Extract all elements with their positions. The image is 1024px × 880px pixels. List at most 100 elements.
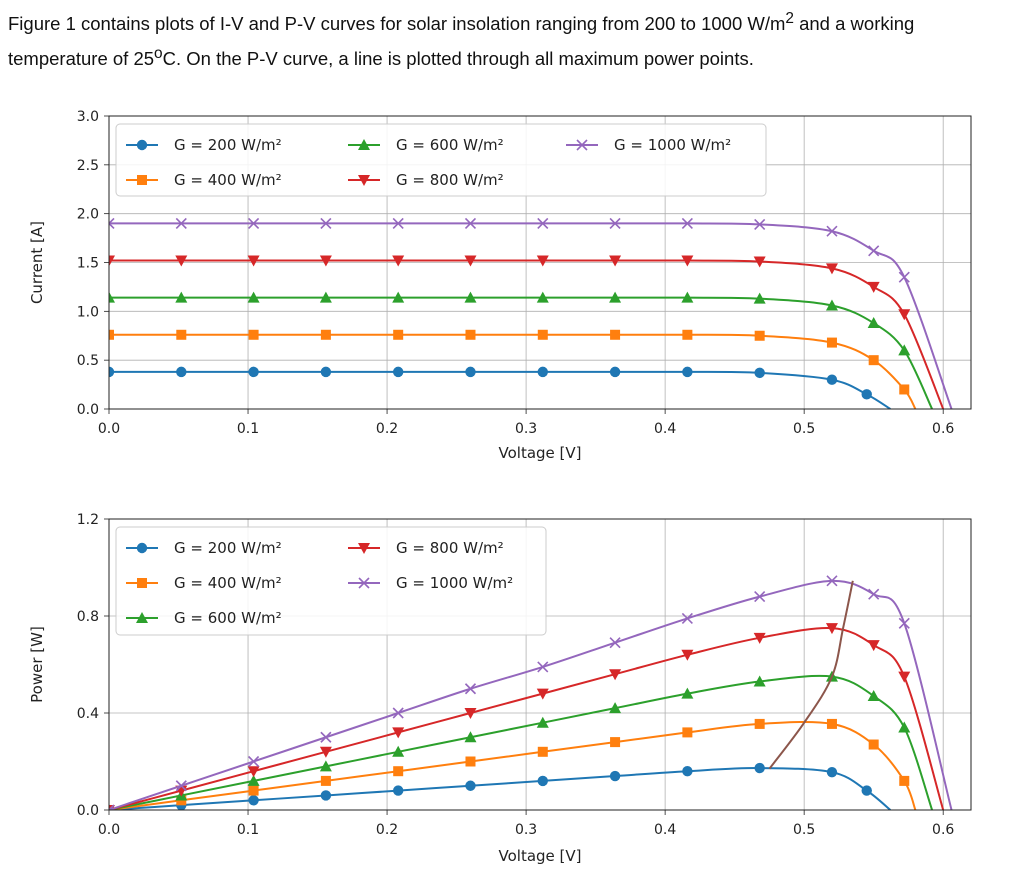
y-tick-label: 2.5 <box>77 158 99 174</box>
data-point-G200 <box>392 785 404 796</box>
x-tick-label: 0.1 <box>237 822 259 838</box>
data-point-G800 <box>175 255 188 267</box>
marker-x-stroke <box>754 218 766 230</box>
data-point-G800 <box>319 746 332 758</box>
marker-x-stroke <box>392 707 404 719</box>
data-point-G1000 <box>175 780 187 792</box>
x-tick-label: 0.0 <box>98 822 120 838</box>
marker-x-stroke <box>248 217 260 229</box>
data-point-G400 <box>610 329 621 340</box>
x-tick-label: 0.4 <box>654 822 676 838</box>
data-point-G400 <box>868 739 879 750</box>
x-tick-label: 0.2 <box>376 421 398 437</box>
legend-marker <box>137 175 147 185</box>
data-point-G600 <box>247 774 260 786</box>
marker-x-stroke <box>537 217 549 229</box>
data-point-G400 <box>826 337 837 348</box>
data-point-G800 <box>247 255 260 267</box>
legend-entry-G600: G = 600 W/m² <box>348 136 504 154</box>
data-point-G1000 <box>609 637 621 649</box>
data-point-G1000 <box>754 218 766 230</box>
data-point-G800 <box>464 255 477 267</box>
data-point-G600 <box>681 687 694 699</box>
legend-entry-G1000: G = 1000 W/m² <box>566 136 731 154</box>
marker-x-stroke <box>609 217 621 229</box>
data-point-G400 <box>109 329 114 340</box>
data-point-G400 <box>610 737 621 748</box>
marker-x-stroke <box>681 612 693 624</box>
data-point-G200 <box>754 367 765 379</box>
marker-x-stroke <box>109 804 115 810</box>
data-point-G1000 <box>898 271 910 283</box>
y-tick-label: 1.5 <box>77 256 99 272</box>
data-point-G800 <box>392 727 405 739</box>
data-point-G600 <box>392 291 405 303</box>
legend-label: G = 600 W/m² <box>396 136 504 154</box>
data-point-G200 <box>609 770 621 782</box>
plot-frame <box>108 518 972 811</box>
legend-entry-G400: G = 400 W/m² <box>126 574 282 592</box>
marker-x-stroke <box>175 217 187 229</box>
y-tick-label: 0.0 <box>77 803 99 819</box>
plot-area <box>109 217 953 409</box>
intro-part-2: and a working temperature of 25 <box>8 13 915 70</box>
data-point-G600 <box>536 716 549 728</box>
data-point-G600 <box>392 745 405 757</box>
marker-x-stroke <box>898 617 910 629</box>
data-point-G400 <box>465 756 476 767</box>
data-point-G600 <box>247 291 260 303</box>
chart-pv: 0.0 0.1 0.2 0.3 0.4 0.5 0.6 0.0 0.4 0.8 1.2 Voltage… <box>28 512 972 865</box>
data-point-G200 <box>537 366 548 378</box>
legend: G = 200 W/m² G = 400 W/m² G = 600 W/m² G = … <box>115 526 547 636</box>
data-point-G400 <box>868 355 879 366</box>
marker-x-stroke <box>898 271 910 283</box>
y-tick-label: 0.4 <box>77 706 99 722</box>
intro-part-1: Figure 1 contains plots of I-V and P-V c… <box>8 13 786 35</box>
data-point-G200 <box>861 785 872 796</box>
data-point-G400 <box>682 727 693 738</box>
data-point-G200 <box>609 366 621 378</box>
marker-x-stroke <box>826 575 838 587</box>
x-tick-label: 0.5 <box>793 421 815 437</box>
legend-label: G = 800 W/m² <box>396 539 504 557</box>
data-point-G800 <box>536 688 549 700</box>
y-tick-label: 3.0 <box>77 109 99 125</box>
data-point-G600 <box>175 291 188 303</box>
marker-x-stroke <box>609 637 621 649</box>
data-point-G800 <box>825 263 838 275</box>
data-point-G800 <box>392 255 405 267</box>
marker-x-stroke <box>109 222 115 229</box>
legend-box <box>115 123 767 197</box>
marker-x-stroke <box>175 780 187 792</box>
x-tick-label: 0.2 <box>376 822 398 838</box>
data-point-G1000 <box>826 225 838 237</box>
legend-entry-G800: G = 800 W/m² <box>348 171 504 189</box>
data-point-G1000 <box>609 217 621 229</box>
intro-text: Figure 1 contains plots of I-V and P-V c… <box>8 4 1013 74</box>
data-point-G200 <box>861 389 872 400</box>
legend: G = 200 W/m² G = 400 W/m² G = 600 W/m² G = … <box>115 123 767 197</box>
data-point-G800 <box>536 255 549 267</box>
data-point-G400 <box>754 330 765 341</box>
legend-label: G = 800 W/m² <box>396 171 504 189</box>
legend-label: G = 1000 W/m² <box>396 574 513 592</box>
intro-part-3: C. On the P-V curve, a line is plotted t… <box>162 48 754 70</box>
x-axis-label: Voltage [V] <box>499 444 582 462</box>
data-point-G800 <box>681 255 694 267</box>
data-point-G400 <box>320 329 331 340</box>
marker-x-stroke <box>754 591 766 603</box>
legend-entry-G600: G = 600 W/m² <box>126 609 282 627</box>
legend-marker <box>576 139 588 151</box>
data-point-G1000 <box>320 217 332 229</box>
y-tick-label: 0.0 <box>77 402 99 418</box>
data-point-G200 <box>176 366 187 378</box>
data-point-G200 <box>465 780 476 791</box>
data-point-G600 <box>464 291 477 303</box>
data-point-G800 <box>464 708 477 719</box>
mpp-line <box>768 580 854 770</box>
data-point-G400 <box>899 775 910 786</box>
chart-iv: 0.0 0.1 0.2 0.3 0.4 0.5 0.6 0.0 0.5 1.0 1.5 2.0 2.5 3… <box>28 109 972 462</box>
marker-x-stroke <box>320 731 332 743</box>
x-tick-label: 0.0 <box>98 421 120 437</box>
